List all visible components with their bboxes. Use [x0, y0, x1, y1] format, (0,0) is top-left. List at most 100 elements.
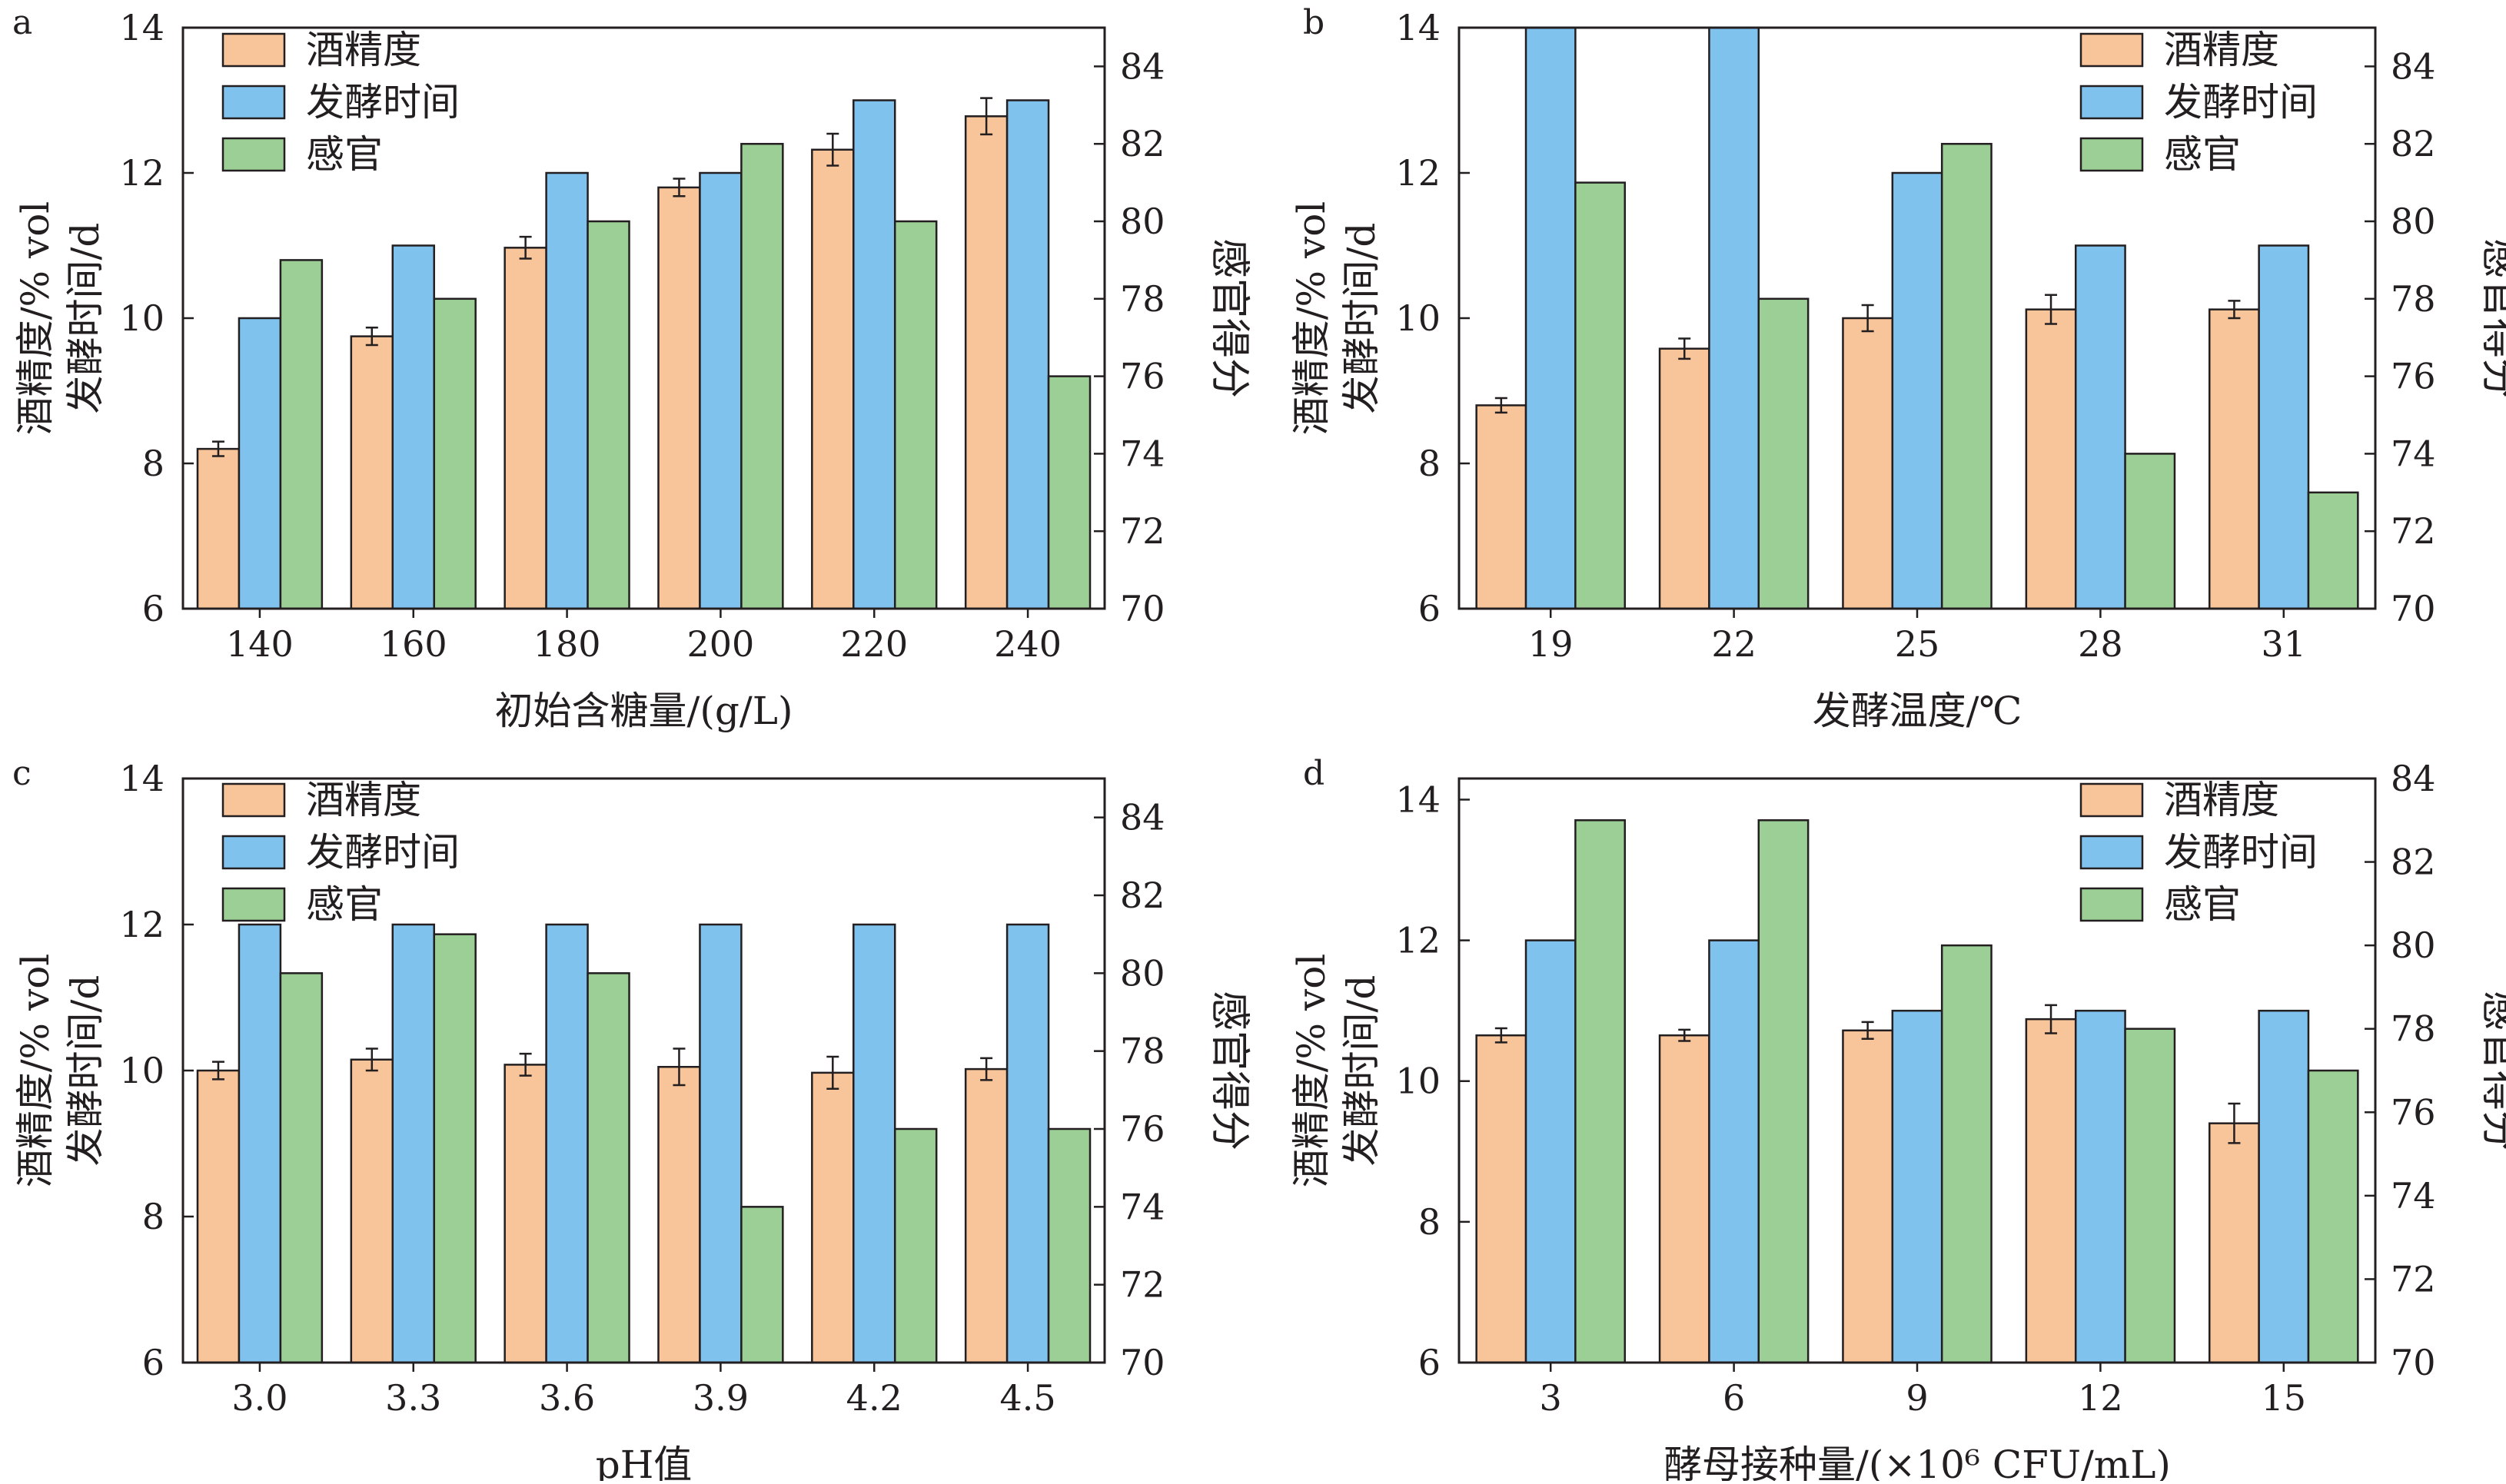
- bar-b-2-4: [2307, 491, 2359, 610]
- y-right-tick-label: 72: [1120, 1264, 1165, 1306]
- bar-b-1-1: [1708, 26, 1760, 610]
- y-left-tick-label: 8: [142, 443, 165, 484]
- x-tick-label: 220: [840, 623, 908, 665]
- y-right-tick-label: 72: [2391, 1258, 2436, 1300]
- legend-label: 酒精度: [2164, 778, 2279, 822]
- y-left-label-1: 酒精度/% vol: [13, 201, 58, 436]
- y-right-tick-label: 82: [2391, 842, 2436, 883]
- bar-c-1-5: [1005, 923, 1050, 1364]
- legend-swatch: [2079, 887, 2144, 922]
- y-right-tick-label: 82: [1120, 875, 1165, 916]
- y-left-tick-label: 6: [142, 1342, 165, 1383]
- bar-a-1-5: [1005, 99, 1050, 610]
- panel-a: a 140 160 180 200 220 240 6 8 10 12 14 70 72 74 76 78 80 8…: [12, 3, 1252, 733]
- bar-a-2-2: [587, 220, 630, 610]
- bar-d-2-0: [1574, 819, 1627, 1364]
- bar-a-0-2: [504, 247, 547, 610]
- bar-a-2-3: [740, 142, 784, 610]
- x-tick-label: 3.3: [385, 1377, 441, 1419]
- bar-c-0-1: [350, 1058, 394, 1364]
- bar-b-0-1: [1658, 347, 1710, 610]
- y-right-tick-label: 70: [1120, 588, 1165, 629]
- bar-c-1-1: [391, 923, 435, 1364]
- x-tick-label: 4.5: [1000, 1377, 1056, 1419]
- x-tick-label: 3: [1540, 1377, 1562, 1419]
- panel-letter: b: [1303, 3, 1324, 42]
- bar-b-1-3: [2074, 244, 2126, 610]
- bar-d-0-1: [1658, 1034, 1710, 1364]
- x-tick-label: 3.6: [539, 1377, 595, 1419]
- y-right-tick-label: 74: [1120, 433, 1165, 474]
- y-left-tick-label: 14: [119, 7, 165, 48]
- y-right-tick-label: 76: [2391, 356, 2436, 397]
- y-left-tick-label: 6: [142, 588, 165, 629]
- legend-swatch: [2079, 137, 2144, 172]
- y-right-label: 感官得分: [1206, 238, 1252, 398]
- bar-b-2-0: [1574, 181, 1627, 610]
- bar-c-1-2: [545, 923, 589, 1364]
- legend-label: 感官: [306, 132, 383, 177]
- bar-a-0-0: [196, 447, 241, 610]
- bar-b-0-4: [2208, 308, 2260, 610]
- x-tick-label: 22: [1711, 623, 1757, 665]
- y-right-tick-label: 74: [2391, 1175, 2436, 1217]
- y-left-tick-label: 6: [1418, 588, 1441, 629]
- y-right-tick-label: 78: [1120, 1031, 1165, 1072]
- y-left-label-1: 酒精度/% vol: [1289, 201, 1334, 436]
- y-right-tick-label: 76: [1120, 1108, 1165, 1150]
- y-left-label-1: 酒精度/% vol: [1289, 954, 1334, 1188]
- bar-a-2-1: [433, 297, 477, 610]
- y-left-label-1: 酒精度/% vol: [13, 954, 58, 1188]
- legend-swatch: [2079, 782, 2144, 818]
- y-right-tick-label: 84: [2391, 45, 2436, 87]
- bar-c-2-1: [433, 933, 477, 1364]
- bar-d-1-1: [1708, 939, 1760, 1364]
- panel-letter: c: [12, 754, 32, 793]
- y-left-label-2: 发酵时间/d: [1339, 223, 1384, 414]
- bar-b-2-3: [2124, 453, 2176, 610]
- y-right-tick-label: 76: [2391, 1091, 2436, 1133]
- bar-d-2-3: [2124, 1028, 2176, 1364]
- y-right-tick-label: 82: [1120, 123, 1165, 164]
- bar-a-1-1: [391, 244, 435, 610]
- bar-c-2-3: [740, 1206, 784, 1364]
- legend-swatch: [221, 85, 286, 120]
- legend-swatch: [2079, 32, 2144, 68]
- bar-b-0-0: [1475, 404, 1527, 610]
- x-tick-label: 160: [380, 623, 447, 665]
- x-tick-label: 4.2: [846, 1377, 902, 1419]
- x-axis-label: 酵母接种量/(×10⁶ CFU/mL): [1663, 1443, 2171, 1481]
- y-left-tick-label: 10: [119, 297, 165, 339]
- y-left-label-2: 发酵时间/d: [63, 975, 108, 1167]
- y-left-tick-label: 8: [142, 1196, 165, 1237]
- legend-swatch: [221, 887, 286, 922]
- bar-d-2-1: [1757, 819, 1810, 1364]
- bar-b-2-2: [1940, 142, 1993, 610]
- bar-d-2-4: [2307, 1069, 2359, 1364]
- x-tick-label: 9: [1906, 1377, 1928, 1419]
- y-right-tick-label: 82: [2391, 123, 2436, 164]
- bar-d-1-4: [2258, 1009, 2310, 1364]
- bar-a-1-2: [545, 171, 589, 610]
- y-left-tick-label: 10: [1395, 297, 1441, 339]
- y-right-tick-label: 80: [2391, 925, 2436, 966]
- y-left-tick-label: 10: [1395, 1061, 1441, 1102]
- bar-a-0-1: [350, 335, 394, 610]
- y-left-tick-label: 14: [1395, 7, 1441, 48]
- plot-frame: [1457, 777, 2377, 1364]
- y-right-tick-label: 78: [1120, 278, 1165, 320]
- legend-swatch: [2079, 835, 2144, 870]
- x-tick-label: 3.0: [231, 1377, 287, 1419]
- x-axis-label: 发酵温度/℃: [1813, 689, 2022, 733]
- y-right-tick-label: 84: [1120, 797, 1165, 838]
- y-right-tick-label: 74: [1120, 1186, 1165, 1227]
- y-left-tick-label: 14: [119, 758, 165, 799]
- legend-swatch: [221, 835, 286, 870]
- x-tick-label: 31: [2262, 623, 2307, 665]
- y-right-tick-label: 80: [1120, 952, 1165, 994]
- bar-b-2-1: [1757, 297, 1810, 610]
- y-left-label-2: 发酵时间/d: [1339, 975, 1384, 1167]
- panel-letter: a: [12, 3, 32, 42]
- y-right-label: 感官得分: [2477, 991, 2506, 1150]
